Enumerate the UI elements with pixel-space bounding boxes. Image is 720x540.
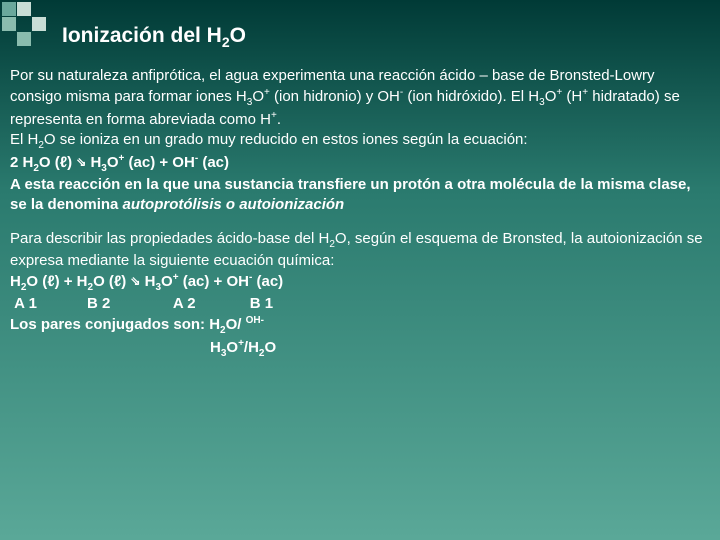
paragraph-1: Por su naturaleza anfiprótica, el agua e…	[10, 66, 710, 152]
slide-body: Por su naturaleza anfiprótica, el agua e…	[10, 66, 710, 360]
acid-base-labels: A 1 B 2 A 2 B 1	[10, 295, 273, 312]
term-autoprotolisis: autoprotólisis o autoionización	[123, 196, 345, 213]
title-sub: 2	[222, 34, 230, 50]
conjugate-pairs: Los pares conjugados son: H2O/ OH- H3O+/…	[10, 314, 710, 360]
corner-decoration	[2, 2, 46, 46]
equation-1: 2 H2O (ℓ) ⇘ H3O+ (ac) + OH- (ac)	[10, 152, 710, 175]
paragraph-2: Para describir las propiedades ácido-bas…	[10, 229, 710, 271]
title-suffix: O	[230, 24, 246, 47]
arrow-icon: ⇘	[130, 274, 140, 288]
statement: A esta reacción en la que una sustancia …	[10, 175, 710, 215]
arrow-icon: ⇘	[76, 155, 86, 169]
title-prefix: Ionización del H	[62, 24, 222, 47]
equation-2: H2O (ℓ) + H2O (ℓ) ⇘ H3O+ (ac) + OH- (ac)…	[10, 271, 710, 314]
slide-title: Ionización del H2O	[62, 24, 246, 50]
